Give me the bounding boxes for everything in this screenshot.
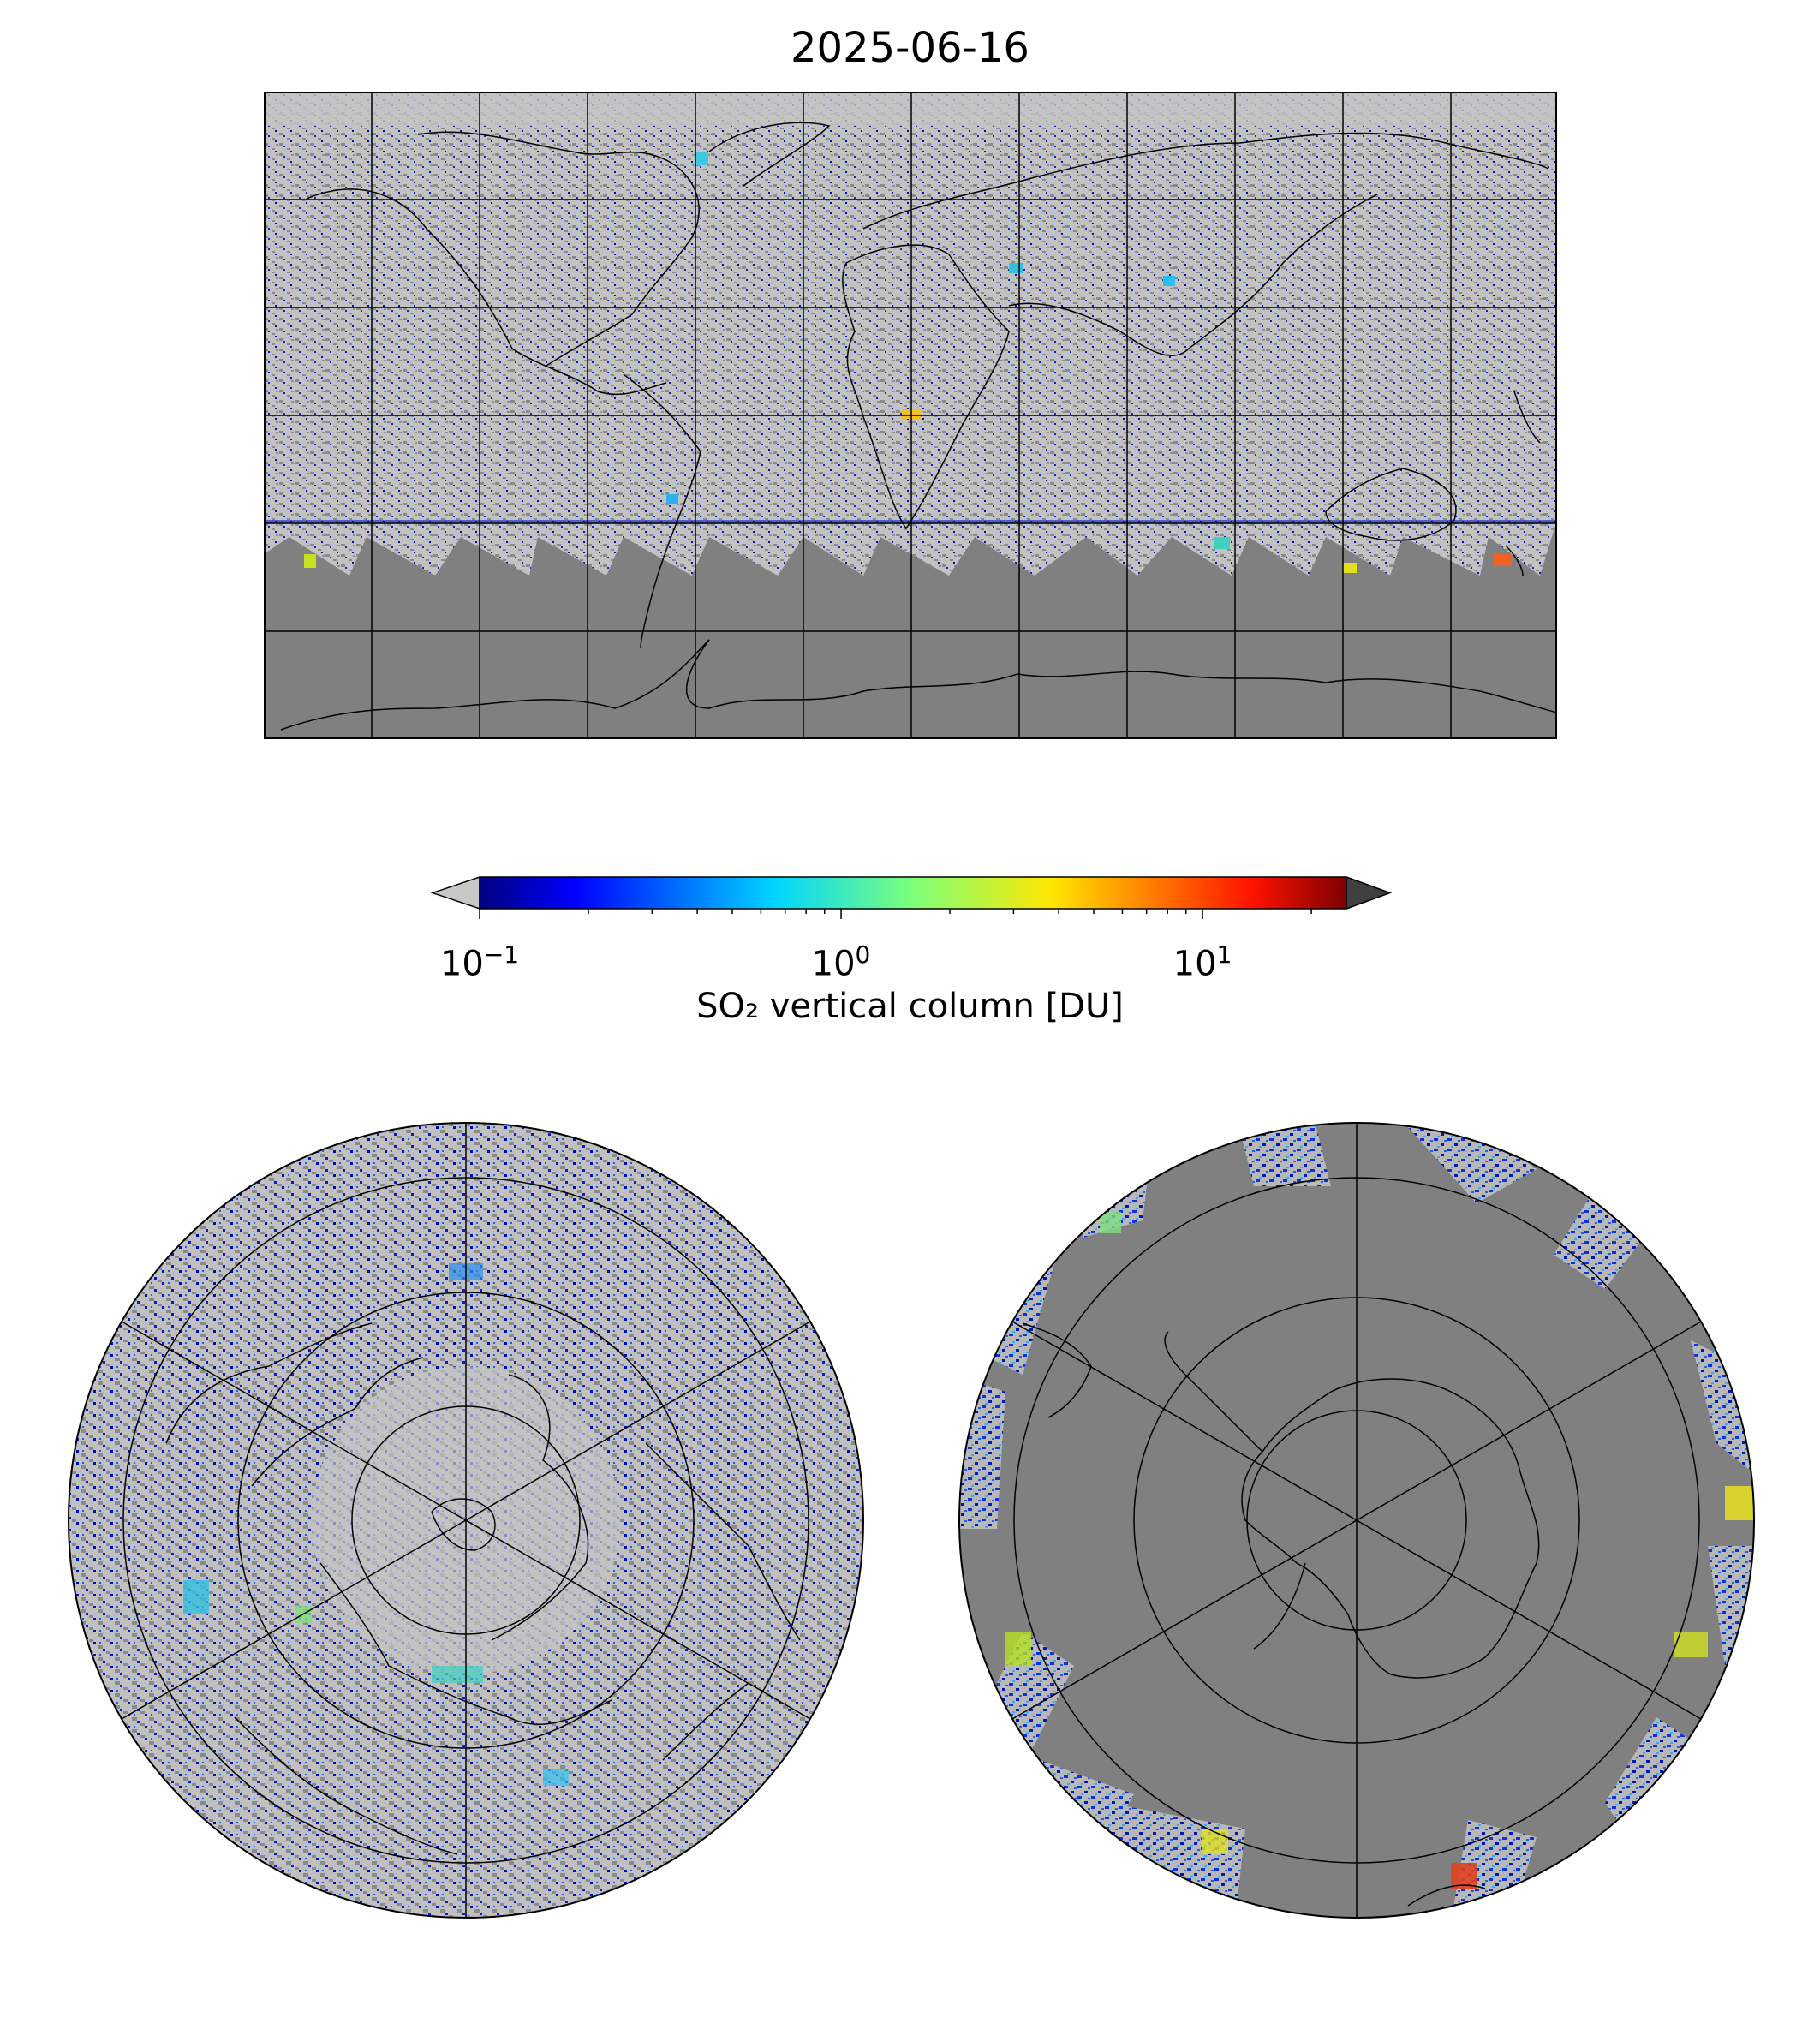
colorbar-label: SO₂ vertical column [DU] xyxy=(696,987,1124,1026)
data-swath-region xyxy=(264,92,1557,576)
global-map xyxy=(264,92,1557,739)
north-coastlines xyxy=(165,1322,801,1855)
colorbar-tick-label-0: 10−1 xyxy=(439,940,520,984)
colorbar xyxy=(430,875,1393,919)
antarctica-coastline xyxy=(1022,1322,1540,1907)
north-polar-map xyxy=(68,1122,864,1919)
north-gridlines xyxy=(121,1123,811,1918)
south-polar-map xyxy=(958,1122,1755,1919)
south-map-frame xyxy=(958,1122,1755,1919)
map-frame xyxy=(264,92,1557,739)
colorbar-gradient xyxy=(479,876,1347,910)
coastlines xyxy=(280,122,1557,731)
colorbar-under-extension xyxy=(430,875,480,910)
colorbar-over-extension xyxy=(1346,875,1393,910)
north-map-frame xyxy=(68,1122,864,1919)
south-gridlines xyxy=(1011,1123,1702,1918)
colorbar-tick-label-2: 101 xyxy=(1173,940,1232,984)
colorbar-tick-label-1: 100 xyxy=(811,940,871,984)
colorbar-tick-marks xyxy=(479,909,1312,919)
gridlines xyxy=(264,92,1557,739)
figure-title: 2025-06-16 xyxy=(791,24,1029,72)
